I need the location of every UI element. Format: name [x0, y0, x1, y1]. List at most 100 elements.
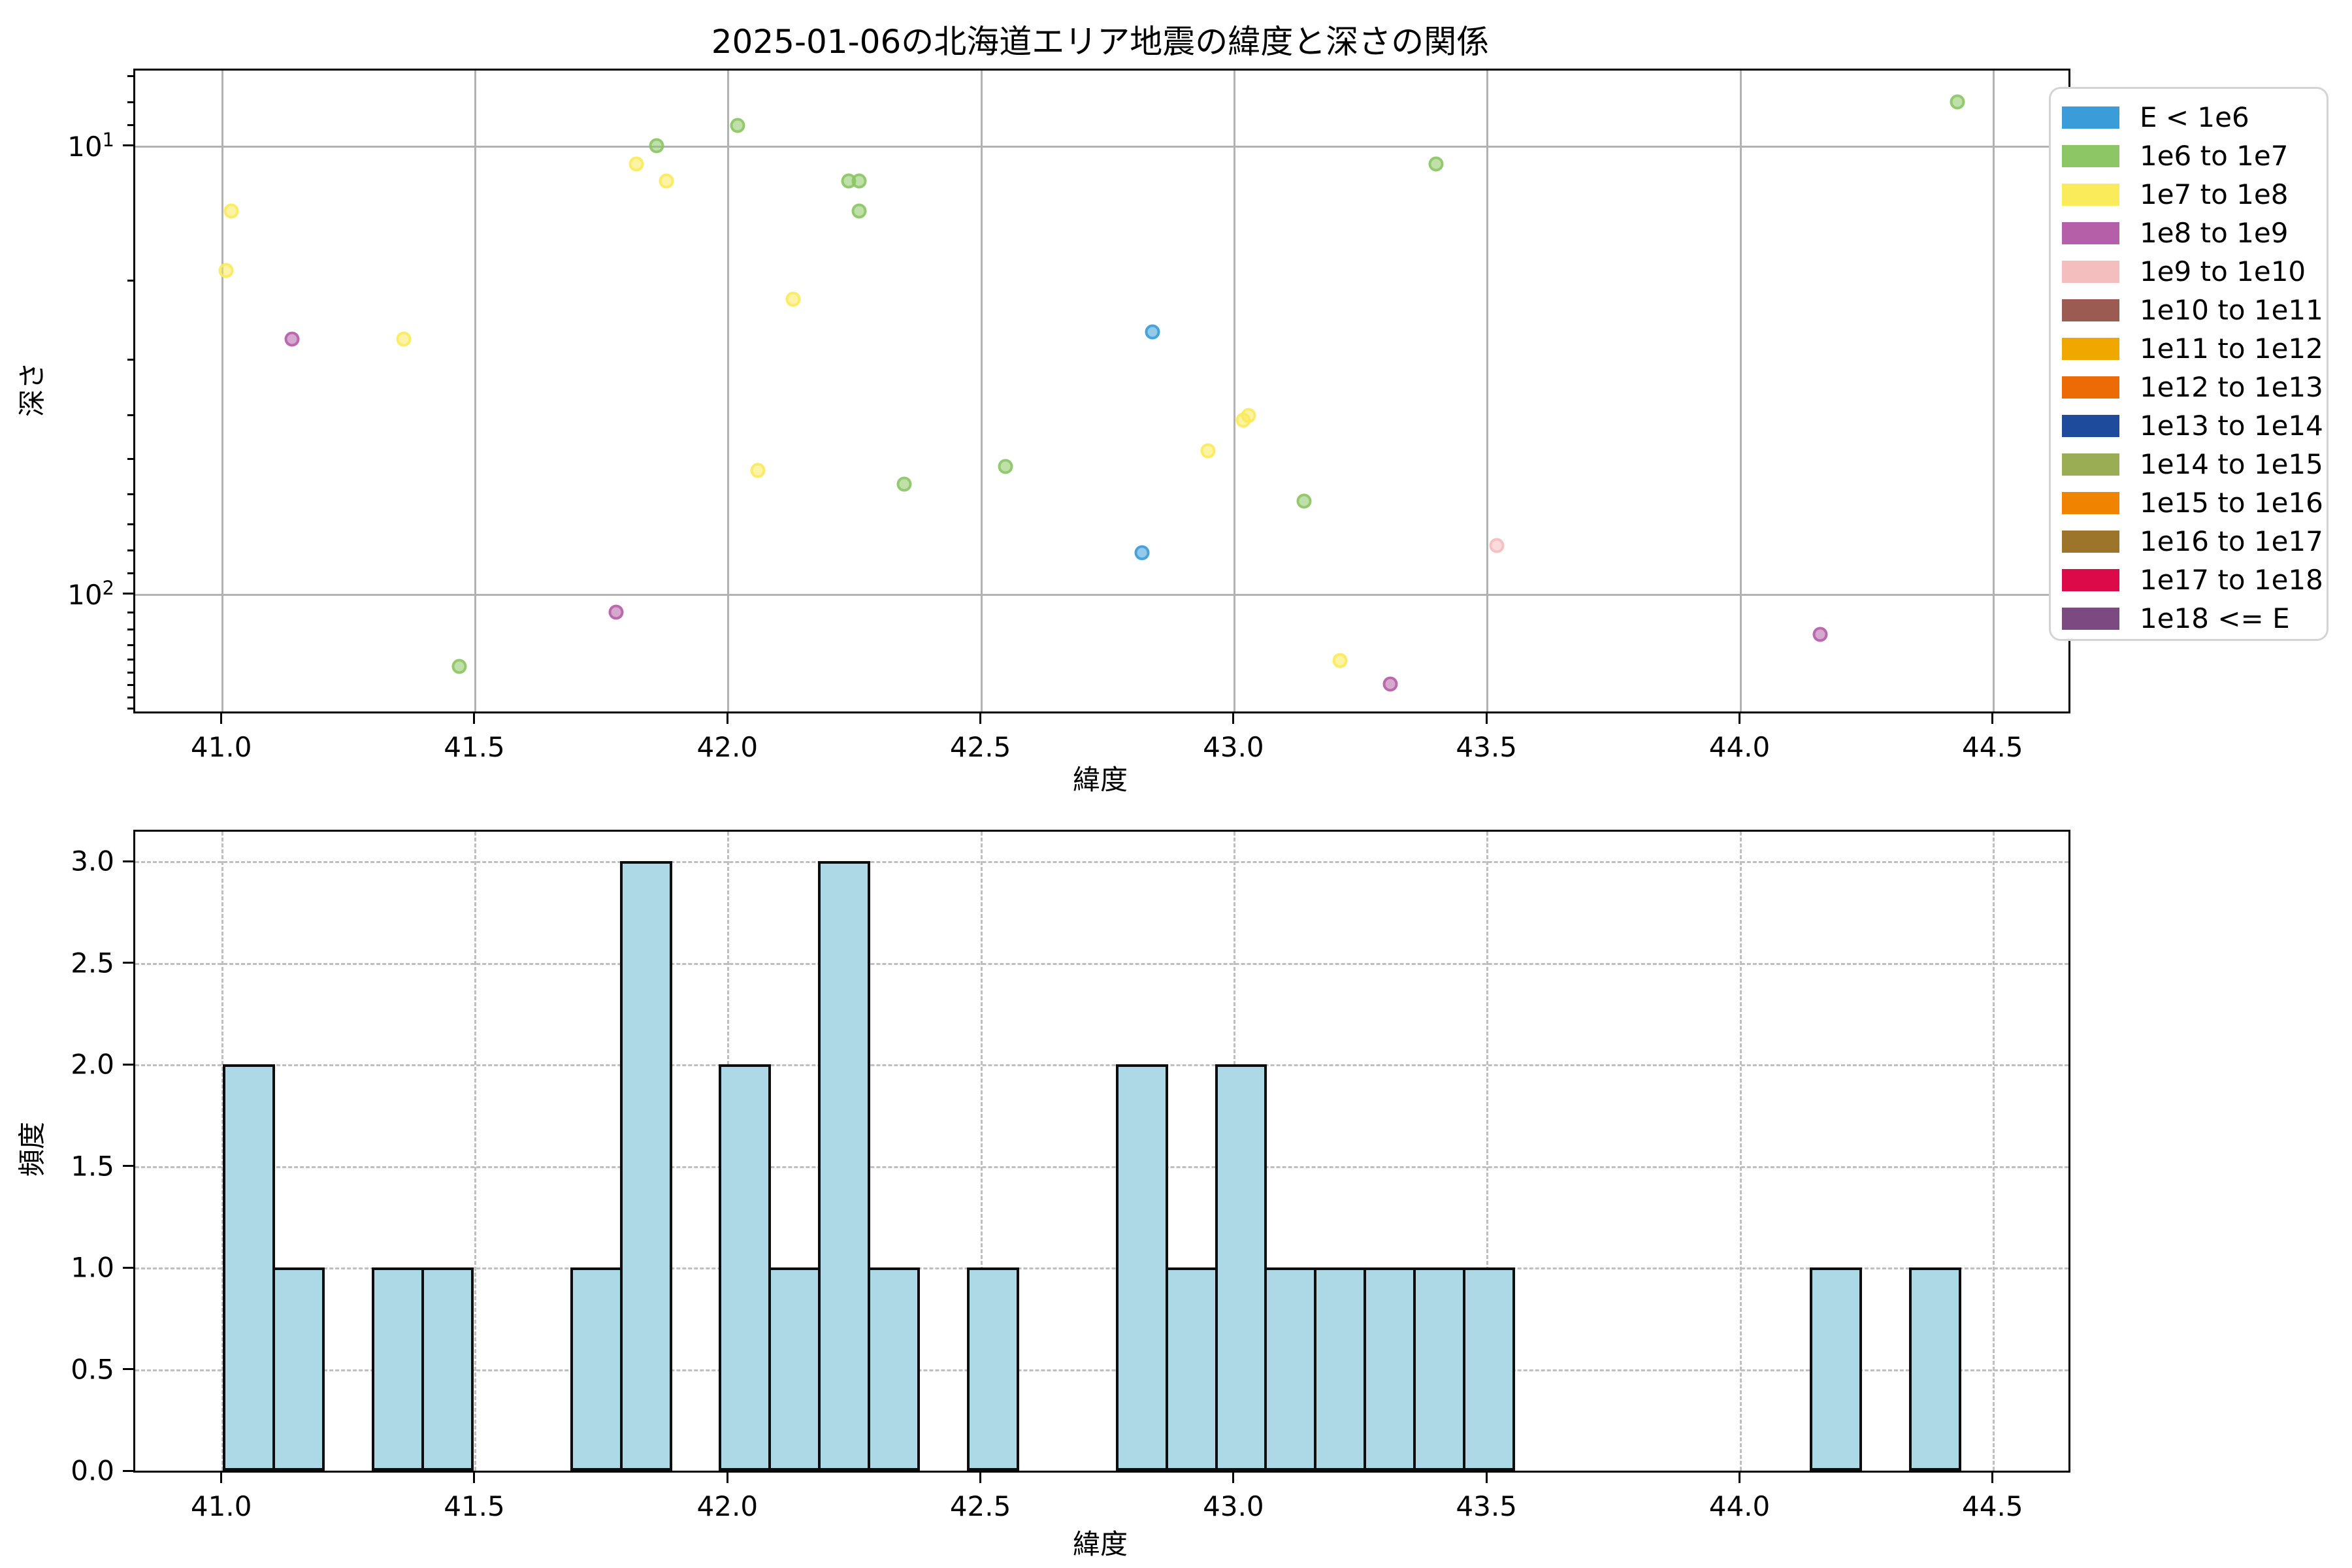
scatter-point — [1200, 443, 1216, 459]
scatter-point — [1145, 324, 1160, 340]
scatter-point — [1382, 676, 1398, 692]
legend: E < 1e6 1e6 to 1e7 1e7 to 1e8 1e8 to 1e9 1e9… — [2049, 87, 2328, 641]
scatter-point — [1296, 493, 1312, 509]
scatter-point — [659, 173, 674, 189]
x-gridline — [1233, 71, 1235, 711]
legend-item-9: 1e14 to 1e15 — [2051, 445, 2327, 483]
scatter-point — [218, 263, 234, 278]
x-gridline — [727, 71, 730, 711]
legend-item-0: E < 1e6 — [2051, 98, 2327, 137]
legend-item-13: 1e18 <= E — [2051, 599, 2327, 638]
y-tick-label: 3.0 — [71, 845, 114, 877]
legend-label: 1e17 to 1e18 — [2140, 563, 2323, 596]
y-tick-label: 1.0 — [71, 1251, 114, 1284]
scatter-point — [1489, 538, 1505, 553]
legend-swatch — [2062, 337, 2119, 360]
x-tick-mark — [473, 713, 476, 724]
histogram-bar — [1264, 1267, 1317, 1471]
scatter-y-axis-label: 深さ — [16, 361, 48, 417]
legend-swatch — [2062, 299, 2119, 321]
x-tick-label: 43.0 — [1203, 1490, 1264, 1522]
histogram-bar — [570, 1267, 623, 1471]
x-tick-mark — [726, 1473, 728, 1483]
scatter-point — [451, 659, 467, 674]
legend-swatch — [2062, 106, 2119, 129]
y-minor-tick-mark — [127, 572, 133, 575]
y-tick-mark — [123, 962, 133, 964]
histogram-bar — [868, 1267, 921, 1471]
y-minor-tick-mark — [127, 414, 133, 417]
y-gridline — [135, 1166, 2068, 1168]
x-tick-label: 44.5 — [1962, 1490, 2023, 1522]
scatter-point — [730, 118, 745, 133]
y-tick-mark — [123, 860, 133, 862]
x-tick-label: 41.0 — [190, 731, 252, 763]
legend-item-4: 1e9 to 1e10 — [2051, 252, 2327, 291]
x-tick-mark — [473, 1473, 476, 1483]
x-tick-mark — [1485, 713, 1488, 724]
scatter-point — [896, 476, 912, 492]
y-tick-label: 1.5 — [71, 1150, 114, 1183]
scatter-x-axis-label: 緯度 — [1072, 764, 1128, 796]
x-tick-label: 44.0 — [1708, 731, 1771, 763]
scatter-point — [1950, 94, 1965, 110]
legend-item-6: 1e11 to 1e12 — [2051, 329, 2327, 368]
x-tick-label: 43.0 — [1203, 731, 1264, 763]
scatter-point — [1134, 545, 1150, 561]
y-minor-tick-mark — [127, 457, 133, 460]
x-tick-mark — [1485, 1473, 1488, 1483]
legend-item-8: 1e13 to 1e14 — [2051, 406, 2327, 445]
x-gridline — [1486, 832, 1489, 1471]
legend-item-12: 1e17 to 1e18 — [2051, 561, 2327, 599]
legend-item-10: 1e15 to 1e16 — [2051, 483, 2327, 522]
y-gridline — [135, 145, 2068, 148]
legend-swatch — [2062, 453, 2119, 476]
y-gridline — [135, 593, 2068, 596]
y-tick-mark — [123, 1063, 133, 1066]
y-tick-mark — [123, 1368, 133, 1370]
y-gridline — [135, 1369, 2068, 1371]
x-tick-mark — [1232, 1473, 1235, 1483]
legend-label: 1e13 to 1e14 — [2140, 409, 2323, 442]
y-gridline — [135, 1064, 2068, 1067]
scatter-point — [1812, 627, 1828, 642]
legend-label: 1e9 to 1e10 — [2140, 255, 2306, 287]
histogram-bar — [619, 861, 672, 1471]
y-minor-tick-mark — [127, 672, 133, 674]
scatter-point — [750, 463, 766, 478]
x-tick-label: 41.5 — [444, 731, 505, 763]
legend-label: 1e8 to 1e9 — [2140, 216, 2289, 249]
x-gridline — [474, 71, 476, 711]
y-gridline — [135, 1267, 2068, 1270]
y-gridline — [135, 962, 2068, 965]
histogram-bar — [1364, 1267, 1416, 1471]
x-tick-label: 41.5 — [444, 1490, 505, 1522]
legend-swatch — [2062, 376, 2119, 399]
scatter-point — [851, 173, 867, 189]
legend-label: 1e11 to 1e12 — [2140, 332, 2323, 365]
y-minor-tick-mark — [127, 611, 133, 613]
legend-label: 1e6 to 1e7 — [2140, 139, 2289, 172]
scatter-point — [1428, 156, 1444, 172]
scatter-point — [396, 331, 412, 347]
x-gridline — [1992, 832, 1995, 1471]
scatter-plot: 41.0 41.5 42.0 42.5 43.0 43.5 44.0 44.5 101 102 — [67, 69, 2070, 763]
y-tick-mark — [123, 1469, 133, 1472]
x-tick-mark — [220, 713, 223, 724]
histogram-bar — [719, 1064, 772, 1471]
legend-swatch — [2062, 260, 2119, 283]
histogram-bar — [372, 1267, 424, 1471]
y-tick-label: 101 — [67, 128, 114, 163]
scatter-point — [785, 291, 801, 307]
scatter-point — [998, 459, 1013, 474]
x-tick-mark — [1232, 713, 1235, 724]
scatter-point — [851, 203, 867, 219]
legend-item-3: 1e8 to 1e9 — [2051, 214, 2327, 252]
y-minor-tick-mark — [127, 658, 133, 661]
y-minor-tick-mark — [127, 549, 133, 551]
x-gridline — [980, 71, 983, 711]
x-tick-mark — [1739, 1473, 1740, 1483]
histogram-bar — [1115, 1064, 1168, 1471]
x-tick-label: 42.5 — [949, 1490, 1011, 1522]
x-tick-label: 43.5 — [1456, 731, 1517, 763]
